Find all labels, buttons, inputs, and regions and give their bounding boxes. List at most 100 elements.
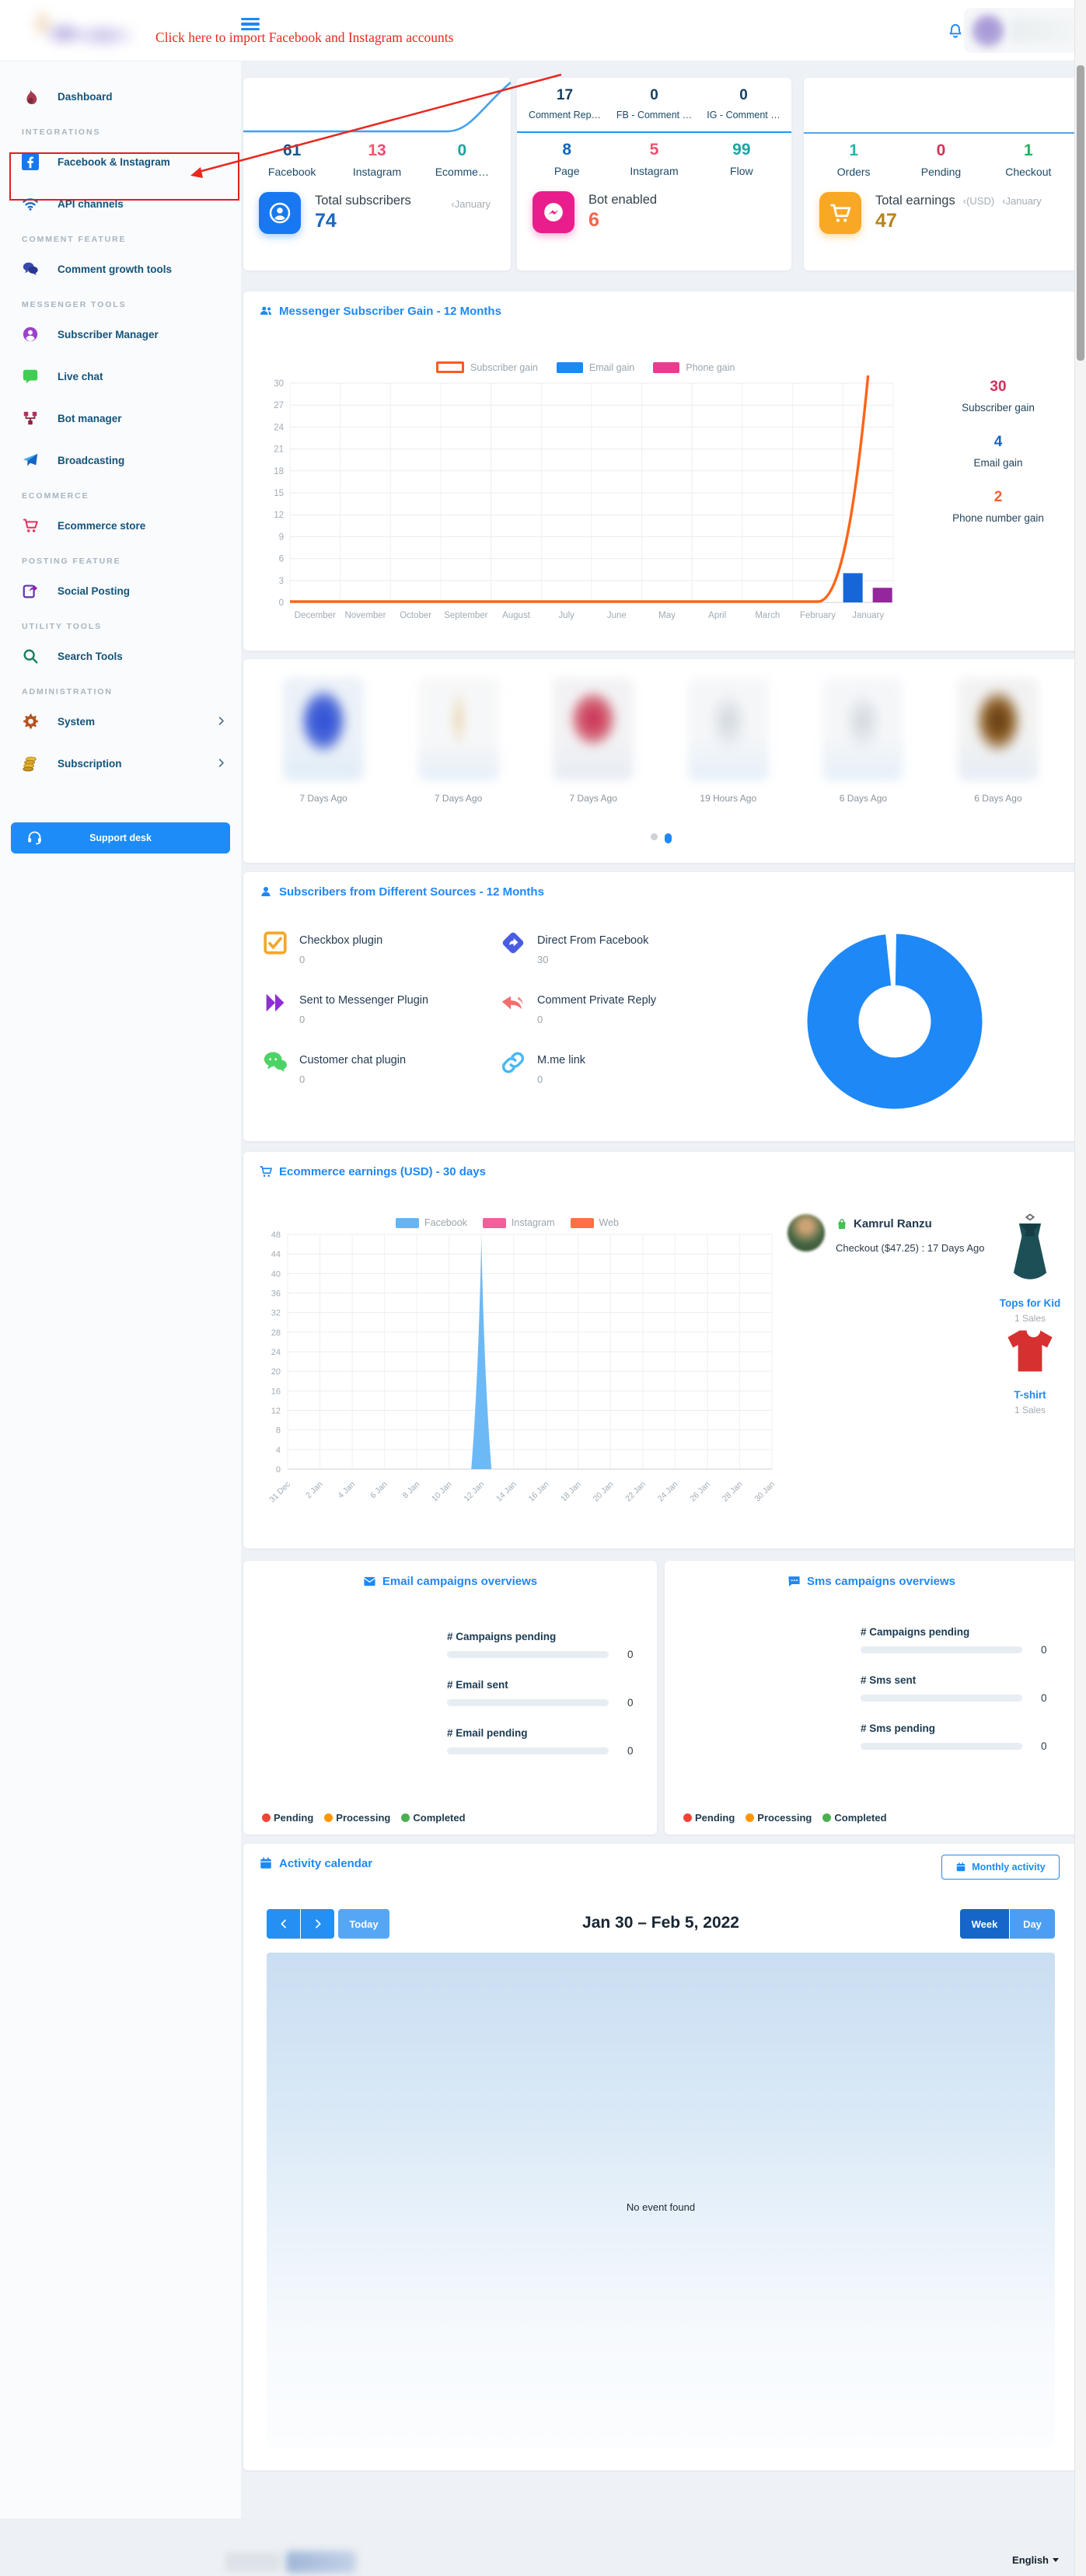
sidebar-section-utility-tools: UTILITY TOOLS [22, 622, 103, 631]
subscribers-icon [259, 192, 301, 234]
currency-selector[interactable]: ‹(USD) [962, 195, 995, 207]
source-checkbox-plugin: Checkbox plugin 0 [262, 930, 500, 990]
sidebar-item-subscription[interactable]: Subscription [0, 745, 241, 782]
calendar-today-button[interactable]: Today [338, 1909, 389, 1939]
svg-text:30: 30 [274, 379, 284, 389]
user-menu[interactable] [964, 8, 1081, 53]
month-selector[interactable]: ‹January [451, 198, 491, 210]
messenger-gain-title: Messenger Subscriber Gain - 12 Months [259, 304, 501, 318]
legend-web[interactable]: Web [570, 1217, 619, 1228]
svg-text:6: 6 [279, 555, 284, 564]
page-stats-row: 8 Page 5 Instagram 99 Flow [517, 133, 791, 177]
total-subscribers-value: 74 [315, 210, 337, 232]
sms-bubble-icon [787, 1575, 801, 1588]
progress-bar [861, 1695, 1022, 1702]
messenger-chart: 0 3 6 9 12 15 18 21 24 27 30 December November Octobe… [262, 372, 923, 634]
sidebar-item-comment-growth-tools[interactable]: Comment growth tools [0, 250, 241, 288]
subscriber-card[interactable]: 6 Days Ago [805, 678, 921, 804]
monthly-activity-button[interactable]: Monthly activity [941, 1855, 1060, 1880]
sidebar-item-dashboard[interactable]: Dashboard [0, 78, 241, 115]
calendar-day-button[interactable]: Day [1010, 1909, 1055, 1939]
sidebar-item-label: Facebook & Instagram [58, 155, 170, 168]
users-icon [259, 304, 273, 318]
wifi-icon [22, 195, 39, 212]
chevron-right-icon [215, 757, 227, 769]
svg-text:July: July [558, 611, 574, 620]
legend-subscriber-gain[interactable]: Subscriber gain [436, 361, 549, 373]
product-name[interactable]: Tops for Kid [999, 1297, 1061, 1309]
bot-enabled-label: Bot enabled [588, 193, 658, 207]
language-selector[interactable]: English [1012, 2554, 1059, 2566]
sms-campaigns-legend: Pending Processing Completed [676, 1812, 887, 1824]
svg-text:30 Jan: 30 Jan [753, 1480, 777, 1504]
sidebar-section-posting-feature: POSTING FEATURE [22, 557, 121, 566]
reply-icon [500, 990, 526, 1016]
sidebar-item-broadcasting[interactable]: Broadcasting [0, 442, 241, 479]
month-selector[interactable]: ‹January [1002, 195, 1042, 207]
messenger-gain-card: Messenger Subscriber Gain - 12 Months Su… [243, 291, 1078, 651]
comment-stats-row: 17 Comment Rep… 0 FB - Comment … 0 IG - Comme… [517, 78, 791, 133]
sidebar-item-social-posting[interactable]: Social Posting [0, 572, 241, 609]
sidebar-item-api-channels[interactable]: API channels [0, 185, 241, 222]
checkout-detail: Checkout ($47.25) : 17 Days Ago [836, 1242, 985, 1254]
subscriber-card[interactable]: 6 Days Ago [940, 678, 1056, 804]
calendar-week-button[interactable]: Week [960, 1909, 1009, 1939]
svg-text:40: 40 [271, 1269, 281, 1279]
scrollbar-thumb[interactable] [1077, 65, 1084, 361]
chevron-right-icon [215, 715, 227, 727]
calendar-next-button[interactable] [301, 1909, 334, 1939]
ecommerce-title: Ecommerce earnings (USD) - 30 days [259, 1164, 486, 1178]
subscriber-photo-blur [417, 678, 499, 780]
subscriber-card[interactable]: 19 Hours Ago [670, 678, 787, 804]
carousel-dot-0[interactable] [650, 833, 658, 840]
bot-stat-card: 17 Comment Rep… 0 FB - Comment … 0 IG - Comme… [517, 78, 791, 271]
sidebar-item-search-tools[interactable]: Search Tools [0, 637, 241, 675]
top-header: Click here to import Facebook and Instag… [0, 0, 1086, 61]
chevron-left-icon [280, 1919, 286, 1929]
campaign-row-email-pending: # Email pending 0 [447, 1727, 634, 1757]
product-name[interactable]: T-shirt [1014, 1389, 1046, 1401]
subscriber-photo-blur [283, 678, 364, 780]
subscriber-icon [22, 326, 39, 343]
notifications-bell-icon[interactable] [945, 20, 966, 40]
support-desk-button[interactable]: Support desk [11, 822, 230, 853]
progress-bar [861, 1743, 1022, 1750]
subscriber-card[interactable]: 7 Days Ago [265, 678, 382, 804]
sidebar-item-subscriber-manager[interactable]: Subscriber Manager [0, 316, 241, 353]
customer-name: Kamrul Ranzu [854, 1217, 932, 1230]
share-icon [22, 582, 39, 599]
avatar [972, 15, 1004, 47]
gear-icon [22, 713, 39, 730]
carousel-dots [243, 833, 1078, 843]
legend-facebook[interactable]: Facebook [396, 1217, 467, 1228]
dashboard-flame-icon [22, 88, 39, 105]
headset-icon [26, 829, 43, 846]
stat-fb-comment: 0 FB - Comment … [616, 87, 693, 120]
sidebar-item-label: Broadcasting [58, 454, 125, 466]
svg-text:3: 3 [279, 577, 284, 586]
subscriber-card[interactable]: 7 Days Ago [400, 678, 517, 804]
customer-avatar [787, 1214, 825, 1251]
subscriber-card[interactable]: 7 Days Ago [535, 678, 651, 804]
calendar-grid[interactable]: No event found [267, 1953, 1055, 2447]
svg-text:32: 32 [271, 1309, 281, 1318]
carousel-dot-1[interactable] [664, 833, 672, 843]
summary-subscriber-gain: 30 Subscriber gain [962, 379, 1035, 414]
menu-icon[interactable] [241, 18, 260, 32]
progress-bar [447, 1747, 609, 1754]
scrollbar-track[interactable] [1074, 0, 1086, 2576]
sidebar-item-label: Social Posting [58, 585, 131, 597]
sidebar-item-system[interactable]: System [0, 703, 241, 740]
calendar-prev-button[interactable] [267, 1909, 300, 1939]
sidebar-item-ecommerce-store[interactable]: Ecommerce store [0, 507, 241, 544]
sidebar-item-label: API channels [58, 197, 124, 210]
legend-email-gain[interactable]: Email gain [556, 361, 645, 373]
ecommerce-card: Ecommerce earnings (USD) - 30 days Faceb… [243, 1152, 1078, 1548]
legend-phone-gain[interactable]: Phone gain [653, 361, 746, 373]
sidebar-item-facebook-instagram[interactable]: Facebook & Instagram [0, 143, 241, 180]
sidebar-item-live-chat[interactable]: Live chat [0, 358, 241, 395]
sidebar-item-bot-manager[interactable]: Bot manager [0, 400, 241, 437]
app-logo[interactable] [23, 5, 152, 54]
legend-instagram[interactable]: Instagram [482, 1217, 555, 1228]
